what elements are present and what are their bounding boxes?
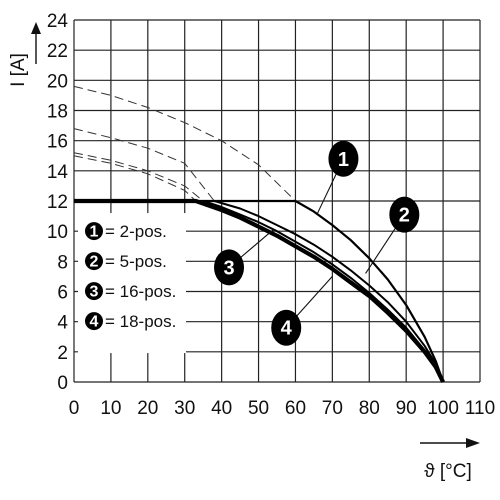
dashed-curve-3 (73, 152, 204, 202)
x-arrow-head (466, 438, 480, 448)
x-tick-label: 60 (285, 398, 306, 419)
x-tick-label: 70 (322, 398, 343, 419)
x-tick-label: 100 (427, 398, 459, 419)
callout-badge-2 (389, 196, 420, 233)
axis-arrows (31, 22, 480, 448)
callout-badge-1 (328, 140, 359, 177)
tick-labels: 0 10 20 30 40 50 60 70 80 90 100 110024681012141618… (47, 11, 495, 419)
x-tick-label: 50 (248, 398, 269, 419)
axis-titles: I [A] ϑ [°C] (8, 53, 472, 482)
callout-label-2: 2 (399, 205, 410, 227)
curve-1 (74, 199, 445, 383)
legend-entry-label: = 16-pos. (105, 282, 176, 301)
curve-4 (74, 198, 445, 383)
y-arrow-head (31, 22, 41, 34)
callout-badges: 1 2 3 4 (214, 140, 420, 346)
legend-badge-number: 3 (90, 284, 99, 301)
callout-label-4: 4 (281, 318, 293, 340)
y-tick-label: 22 (47, 41, 68, 62)
x-tick-label: 10 (100, 398, 121, 419)
y-axis-title: I [A] (8, 53, 29, 87)
legend-badge-3 (85, 282, 103, 301)
y-tick-label: 8 (57, 252, 68, 273)
y-tick-label: 10 (47, 222, 68, 243)
dashed-curve-1 (73, 85, 296, 202)
dashed-curve-4 (73, 155, 197, 202)
legend-badge-4 (85, 312, 103, 331)
x-tick-label: 0 (69, 398, 80, 419)
legend-entry-label: = 5-pos. (105, 252, 167, 271)
curve-2 (74, 200, 445, 383)
callout-badge-3 (214, 249, 245, 286)
legend-badge-2 (85, 252, 103, 271)
x-axis-title: ϑ [°C] (424, 461, 472, 482)
y-tick-label: 0 (57, 373, 68, 394)
x-tick-label: 110 (465, 398, 495, 419)
callout-badge-4 (271, 309, 302, 346)
derating-curves (74, 198, 445, 383)
legend-badge-number: 2 (90, 254, 99, 271)
y-tick-label: 24 (47, 11, 69, 32)
legend-badge-number: 1 (90, 224, 99, 241)
legend-badge-1 (85, 222, 103, 241)
y-tick-label: 4 (57, 313, 68, 334)
legend-entry-label: = 2-pos. (105, 222, 167, 241)
legend-entry-label: = 18-pos. (105, 312, 176, 331)
callout-label-1: 1 (338, 149, 349, 171)
legend-badge-number: 4 (90, 314, 99, 331)
y-tick-label: 6 (57, 283, 68, 304)
x-tick-label: 30 (174, 398, 195, 419)
y-tick-label: 16 (47, 132, 68, 153)
y-tick-label: 20 (47, 71, 68, 92)
dashed-curves (73, 85, 296, 202)
curve-3 (74, 200, 445, 383)
x-tick-label: 20 (137, 398, 158, 419)
legend-box: 1 = 2-pos. 2 = 5-pos. 3 = 16-pos. 4 = 18-pos. (78, 213, 186, 354)
x-tick-label: 90 (396, 398, 417, 419)
y-tick-label: 14 (47, 162, 69, 183)
x-tick-label: 80 (359, 398, 380, 419)
x-tick-label: 40 (211, 398, 232, 419)
y-tick-label: 18 (47, 102, 68, 123)
y-tick-label: 2 (57, 343, 68, 364)
y-tick-label: 12 (47, 192, 68, 213)
dashed-curve-2 (73, 128, 215, 202)
callout-label-3: 3 (223, 257, 234, 279)
